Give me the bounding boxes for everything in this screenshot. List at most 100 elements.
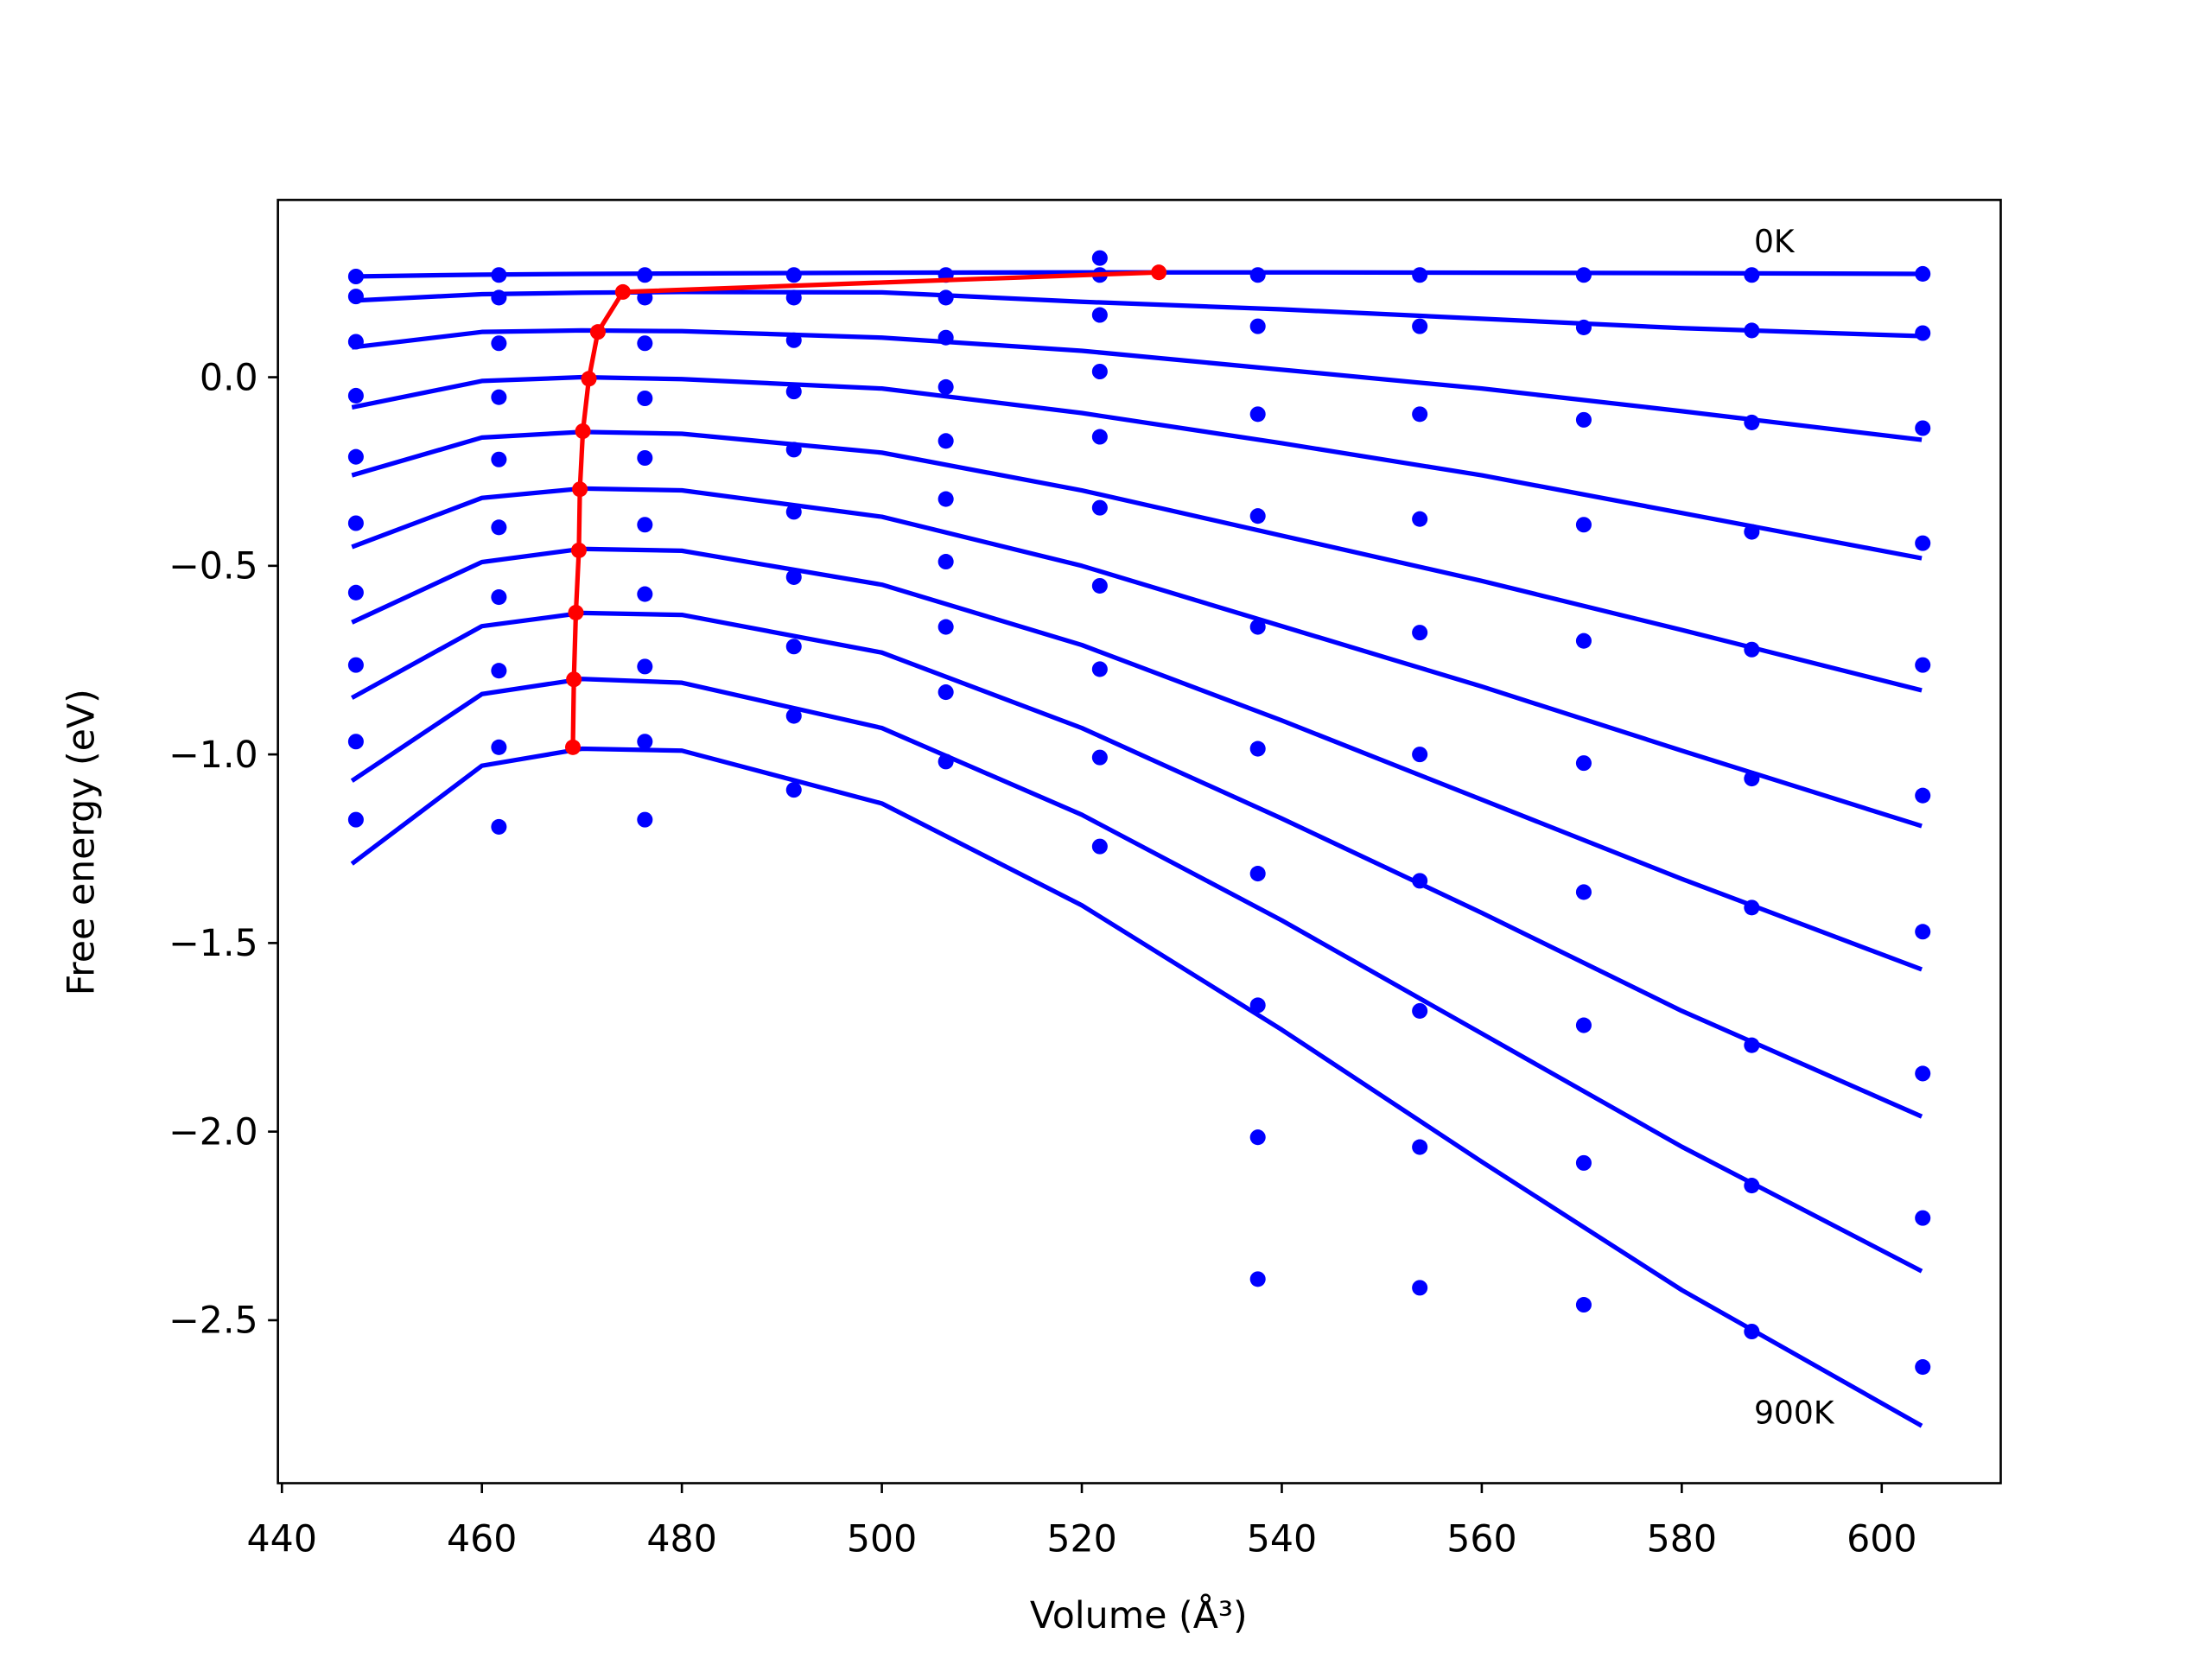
y-tick-label: −2.0 [168, 1110, 258, 1154]
data-point [938, 289, 954, 306]
minimum-point [589, 324, 606, 340]
data-point [1575, 1297, 1592, 1313]
minimum-point [564, 739, 582, 755]
data-point [1091, 363, 1108, 380]
minimum-point [572, 481, 588, 498]
data-point [938, 619, 954, 635]
data-point [1091, 838, 1108, 855]
data-point [1412, 873, 1428, 889]
data-point [1575, 267, 1592, 283]
data-point [1744, 1178, 1760, 1194]
x-tick-label: 480 [646, 1517, 716, 1560]
data-point [785, 289, 802, 306]
data-point [1915, 657, 1931, 673]
data-point [938, 753, 954, 770]
data-point [1915, 420, 1931, 436]
data-point [785, 569, 802, 585]
data-point [938, 491, 954, 507]
data-point [491, 389, 507, 405]
data-point [347, 387, 364, 404]
data-point [1575, 755, 1592, 772]
data-point [491, 589, 507, 606]
data-point [1412, 1139, 1428, 1155]
data-point [491, 335, 507, 352]
data-point [1412, 406, 1428, 423]
x-tick-label: 440 [247, 1517, 317, 1560]
data-point [1091, 577, 1108, 594]
curve-annotation: 900K [1754, 1395, 1835, 1432]
data-point [347, 268, 364, 285]
data-point [1915, 924, 1931, 940]
axes-frame [276, 199, 2002, 1484]
y-axis-label: Free energy (eV) [60, 689, 103, 995]
data-point [347, 584, 364, 601]
data-point [637, 658, 653, 675]
data-point [1915, 265, 1931, 282]
minimum-point [575, 423, 591, 440]
data-point [1091, 499, 1108, 516]
data-point [785, 267, 802, 283]
data-point [347, 734, 364, 750]
minimum-point [570, 542, 587, 558]
data-point [1249, 866, 1266, 882]
x-tick-label: 500 [847, 1517, 917, 1560]
data-point [1091, 307, 1108, 323]
fit-line [351, 327, 1923, 442]
data-point [491, 289, 507, 306]
minimum-point [566, 671, 582, 688]
data-point [1744, 1323, 1760, 1340]
data-point [1744, 1037, 1760, 1053]
x-tick-label: 600 [1847, 1517, 1916, 1560]
data-point [637, 267, 653, 283]
data-point [491, 451, 507, 467]
data-point [637, 289, 653, 306]
data-point [785, 442, 802, 458]
data-point [785, 504, 802, 520]
fit-line [351, 374, 1923, 561]
data-point [1249, 997, 1266, 1014]
data-point [1412, 267, 1428, 283]
data-point [491, 519, 507, 536]
y-tick-label: −1.0 [168, 734, 258, 777]
data-point [938, 433, 954, 449]
data-point [785, 708, 802, 724]
data-point [938, 329, 954, 346]
data-point [637, 517, 653, 533]
data-point [1744, 267, 1760, 283]
x-tick-label: 460 [447, 1517, 517, 1560]
data-point [1575, 517, 1592, 533]
data-point [1412, 747, 1428, 763]
data-point [1249, 267, 1266, 283]
data-point [637, 449, 653, 467]
data-point [1412, 1280, 1428, 1296]
minimum-point [614, 283, 631, 300]
data-point [1091, 250, 1108, 266]
y-tick-label: −1.5 [168, 922, 258, 965]
fit-line [351, 429, 1923, 693]
data-point [637, 811, 653, 828]
minimum-point [1151, 264, 1167, 281]
data-point [1249, 406, 1266, 423]
fit-line [351, 610, 1923, 1119]
data-point [347, 334, 364, 350]
data-point [347, 811, 364, 828]
data-point [1091, 429, 1108, 445]
x-tick-label: 560 [1446, 1517, 1516, 1560]
data-point [491, 739, 507, 755]
data-point [1915, 535, 1931, 551]
data-point [1575, 1017, 1592, 1033]
data-point [1915, 1210, 1931, 1226]
x-tick-label: 520 [1046, 1517, 1116, 1560]
data-point [1412, 625, 1428, 641]
plot-area [347, 250, 1931, 1428]
data-point [1915, 787, 1931, 804]
data-point [1412, 511, 1428, 527]
data-point [938, 684, 954, 701]
data-point [1575, 1154, 1592, 1171]
data-point [1744, 322, 1760, 339]
fit-line [351, 546, 1923, 972]
data-point [1249, 1271, 1266, 1287]
data-point [347, 515, 364, 531]
data-point [1915, 325, 1931, 341]
